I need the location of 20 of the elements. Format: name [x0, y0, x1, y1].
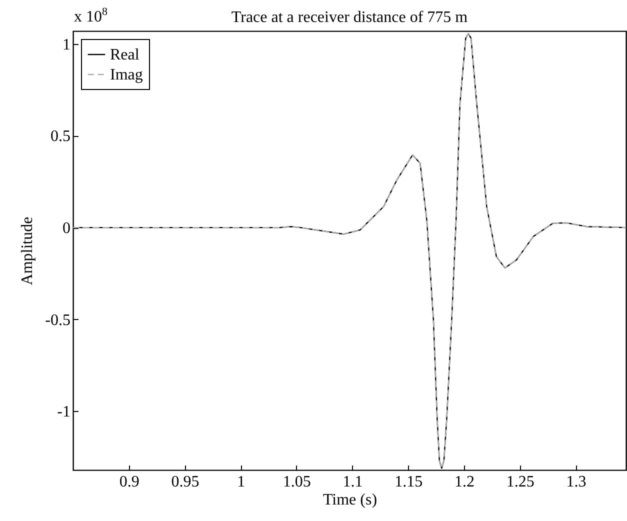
x-tick-label: 0.9	[119, 474, 140, 490]
text: x 10$^{8}$	[74, 6, 108, 26]
x-axis-title: Time (s)	[322, 492, 378, 508]
chart-title: Trace at a receiver distance of 775 m	[231, 9, 468, 26]
x-tick-label: 1.15	[394, 474, 423, 490]
x-tick-label: 1.25	[506, 474, 534, 490]
y-tick-label: -0.5	[45, 312, 70, 329]
legend-label: Imag	[110, 66, 143, 84]
x-tick-label: 0.95	[171, 474, 200, 490]
legend-label: Real	[110, 46, 140, 64]
x-tick-label: 1.05	[282, 474, 311, 490]
x-tick-label: 1.3	[566, 474, 586, 490]
y-axis-title: Amplitude	[19, 216, 36, 286]
y-tick-label: 0	[62, 220, 70, 238]
y-tick-label: 0.5	[50, 128, 70, 146]
x-tick-label: 1.1	[342, 474, 363, 490]
x-tick-label: 1	[237, 474, 246, 490]
x-tick-label: 1.2	[454, 474, 475, 490]
y-tick-label: 1	[62, 36, 70, 54]
y-tick-label: -1	[57, 404, 70, 421]
